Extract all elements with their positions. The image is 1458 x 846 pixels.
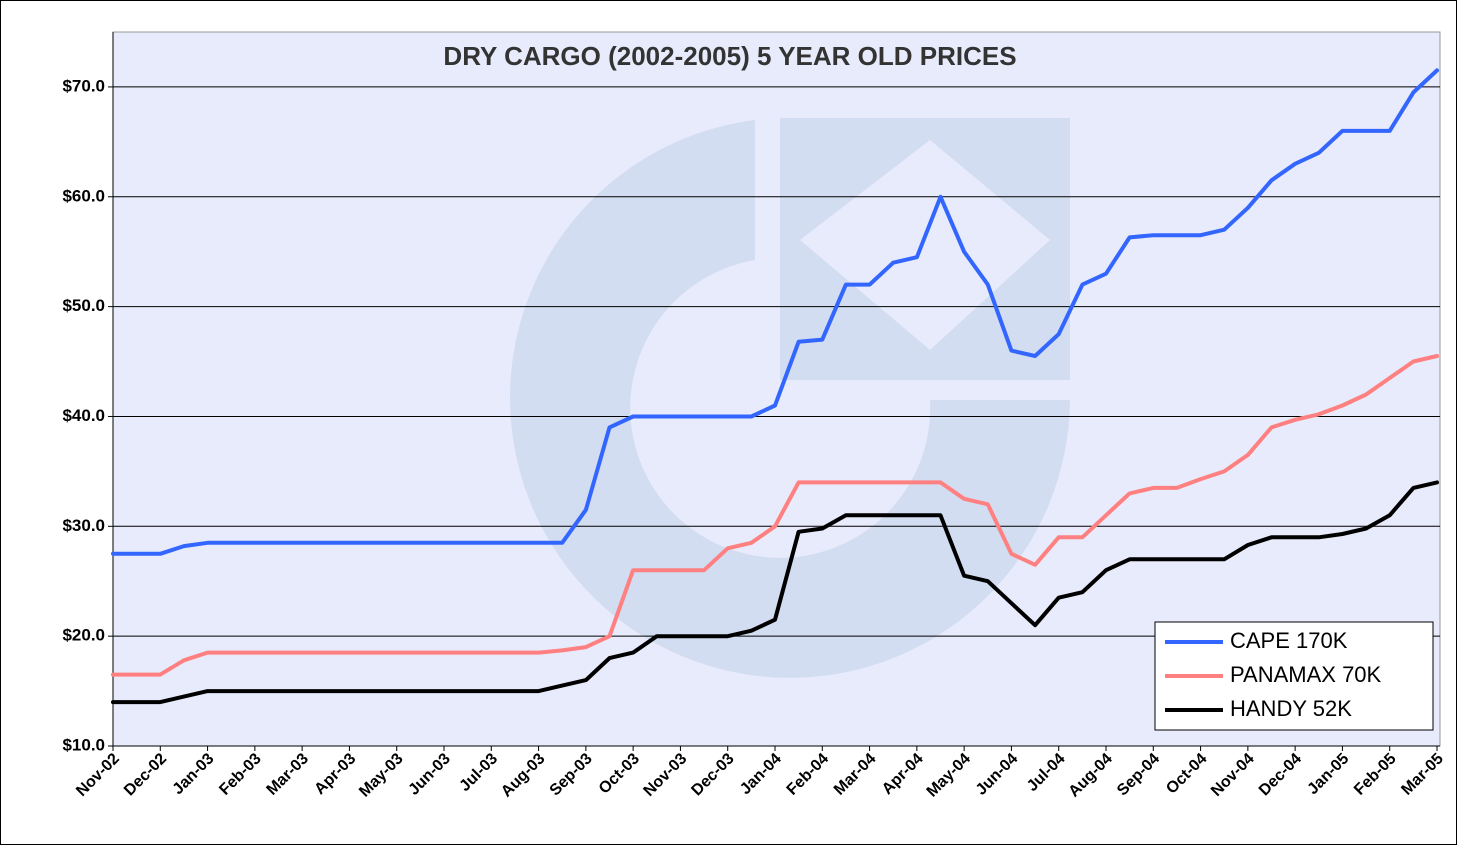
series-line [111, 68, 1439, 556]
series-line [111, 480, 1439, 705]
y-tick-label: $50.0 [62, 296, 105, 315]
series-line [111, 354, 1439, 677]
y-tick-label: $40.0 [62, 406, 105, 425]
legend-label: PANAMAX 70K [1230, 662, 1382, 687]
y-tick-label: $20.0 [62, 626, 105, 645]
legend-label: CAPE 170K [1230, 628, 1348, 653]
watermark-ring [510, 120, 1070, 678]
watermark-diamond [800, 140, 1050, 350]
y-tick-label: $70.0 [62, 76, 105, 95]
y-tick-label: $60.0 [62, 186, 105, 205]
watermark [510, 118, 1070, 678]
y-tick-label: $30.0 [62, 516, 105, 535]
watermark-square [780, 118, 1070, 380]
y-tick-label: $10.0 [62, 735, 105, 754]
chart-title: DRY CARGO (2002-2005) 5 YEAR OLD PRICES [443, 41, 1016, 71]
legend-label: HANDY 52K [1230, 696, 1352, 721]
